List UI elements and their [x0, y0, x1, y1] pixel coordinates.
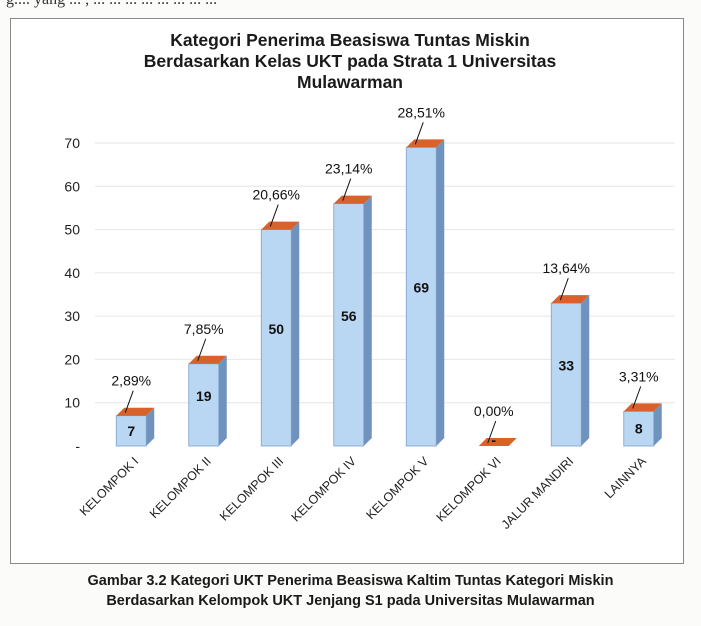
bar-percent-label: 13,64%	[543, 260, 590, 276]
figure-caption-line-2: Berdasarkan Kelompok UKT Jenjang S1 pada…	[106, 593, 595, 609]
x-category-label: LAINNYA	[602, 454, 650, 502]
bar-top	[406, 139, 445, 148]
bar-value-label: 33	[558, 358, 574, 374]
percent-leader-line	[197, 338, 207, 361]
percent-leader-line	[124, 390, 134, 413]
chart-title-line-1: Kategori Penerima Beasiswa Tuntas Miskin	[170, 30, 530, 50]
cropped-top-text-line: g.... yang ... , ... ... ... ... ... ...…	[6, 0, 217, 9]
figure-caption: Gambar 3.2 Kategori UKT Penerima Beasisw…	[10, 571, 691, 611]
bar-top	[116, 407, 155, 416]
bar-side	[146, 407, 155, 446]
bar-percent-label: 20,66%	[253, 187, 300, 203]
bar-top	[261, 221, 300, 230]
y-tick-label: 10	[64, 395, 80, 411]
bar-top	[551, 295, 590, 304]
bar-group: - 0,00%	[474, 403, 517, 448]
bar-percent-label: 7,85%	[184, 321, 224, 337]
bar	[405, 146, 437, 447]
bar-group: 69 28,51%	[398, 104, 445, 447]
bar	[188, 363, 220, 447]
bar-group: 19 7,85%	[184, 321, 227, 447]
x-category-label: KELOMPOK III	[217, 454, 286, 523]
y-axis-ticks: - 10 20 30 40 50 60 70	[64, 135, 80, 454]
x-category-label: KELOMPOK II	[147, 454, 214, 521]
bar-side	[581, 295, 590, 446]
percent-leader-line	[559, 277, 569, 301]
bar-side	[436, 139, 445, 447]
bar-value-label: 7	[127, 423, 135, 439]
bar-value-label: 8	[635, 421, 643, 437]
bar-group: 56 23,14%	[325, 161, 372, 447]
percent-leader-line	[632, 386, 642, 409]
bar-value-label: 56	[341, 308, 357, 324]
x-axis-labels: KELOMPOK I KELOMPOK II KELOMPOK III KELOMPO…	[77, 454, 649, 532]
bars: 7 2,89% 19 7,85% 50 20,66% 56 23,14% 69 28,51% - 0,…	[111, 104, 662, 448]
percent-leader-line	[269, 204, 279, 227]
bar-top	[188, 355, 227, 364]
bar	[333, 203, 365, 447]
bar-value-label: 69	[413, 280, 429, 296]
bar-side	[363, 195, 372, 446]
bar-value-label: 50	[268, 321, 284, 337]
bar-group: 8 3,31%	[619, 368, 662, 447]
figure-caption-line-1: Gambar 3.2 Kategori UKT Penerima Beasisw…	[87, 573, 614, 589]
x-category-label: KELOMPOK I	[77, 454, 141, 518]
bar-top	[623, 403, 662, 412]
x-category-label: KELOMPOK V	[364, 454, 432, 522]
y-tick-label: 30	[64, 308, 80, 324]
bar-top	[478, 438, 517, 446]
bar-group: 50 20,66%	[253, 187, 300, 447]
chart-title: Kategori Penerima Beasiswa Tuntas Miskin…	[60, 30, 640, 93]
percent-leader-line	[342, 178, 352, 201]
bar-side	[291, 221, 300, 446]
x-category-label: KELOMPOK VI	[434, 454, 504, 524]
y-tick-label: 70	[64, 135, 80, 151]
bar-top	[333, 195, 372, 204]
bar	[260, 229, 292, 447]
y-tick-label: 20	[64, 351, 80, 367]
bar-side	[218, 355, 227, 446]
bar-percent-label: 0,00%	[474, 403, 514, 419]
bar-group: 7 2,89%	[111, 373, 155, 447]
bar	[623, 410, 655, 447]
x-category-label: JALUR MANDIRI	[499, 454, 577, 532]
y-tick-label: 40	[64, 265, 80, 281]
x-category-label: KELOMPOK IV	[289, 454, 360, 525]
percent-leader-line	[414, 122, 424, 145]
bar-side	[653, 403, 662, 446]
bar-value-label: -	[491, 432, 496, 448]
bar-value-label: 19	[196, 388, 212, 404]
chart-title-line-2: Berdasarkan Kelas UKT pada Strata 1 Univ…	[143, 51, 557, 71]
chart-title-line-3: Mulawarman	[297, 72, 403, 92]
bar-group: 33 13,64%	[543, 260, 590, 447]
y-tick-label: 60	[64, 178, 80, 194]
bar-percent-label: 28,51%	[398, 104, 445, 120]
cropped-top-text: g.... yang ... , ... ... ... ... ... ...…	[0, 0, 701, 14]
bar	[550, 302, 582, 447]
percent-leader-line	[487, 420, 497, 444]
bar	[115, 415, 147, 447]
bar-percent-label: 3,31%	[619, 368, 659, 384]
bar-percent-label: 23,14%	[325, 161, 372, 177]
y-tick-label: 50	[64, 222, 80, 238]
y-tick-label: -	[75, 438, 80, 454]
bar-percent-label: 2,89%	[111, 373, 151, 389]
